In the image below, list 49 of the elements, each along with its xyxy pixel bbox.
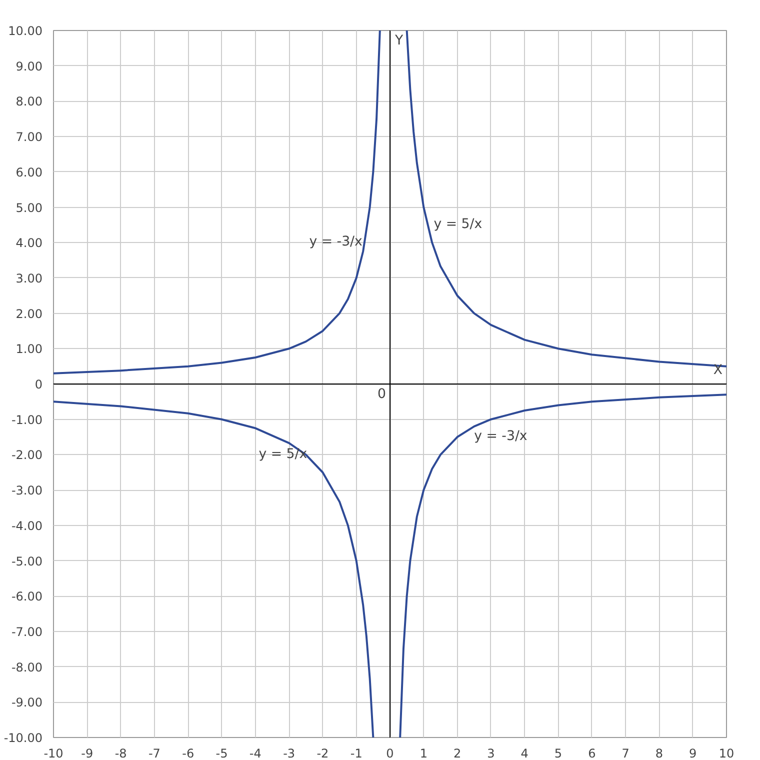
y-tick-label: -9.00	[11, 696, 43, 710]
annotation: y = -3/x	[474, 429, 528, 444]
y-tick-label: -10.00	[4, 731, 43, 745]
y-tick-label: -8.00	[11, 660, 43, 674]
x-tick-label: -9	[81, 746, 94, 760]
x-tick-label: 2	[453, 746, 462, 760]
annotation: y = 5/x	[258, 446, 308, 462]
y-tick-label: -1.00	[11, 412, 43, 427]
y-tick-label: -2.00	[11, 448, 43, 462]
y-axis-title: Y	[394, 34, 404, 48]
x-tick-label: 4	[520, 746, 528, 760]
y-tick-label: 6.00	[16, 165, 42, 180]
y-tick-label: 5.00	[16, 200, 42, 215]
annotation: 0	[378, 387, 386, 402]
y-tick-label: 4.00	[16, 236, 42, 250]
y-tick-label: -7.00	[11, 624, 43, 639]
x-tick-label: -7	[148, 746, 160, 760]
x-tick-label: -2	[316, 746, 329, 760]
x-tick-label: 10	[718, 746, 734, 760]
x-tick-label: -6	[182, 746, 194, 760]
y-tick-label: 10.00	[8, 24, 43, 38]
x-tick-label: 7	[622, 746, 630, 760]
x-tick-label: -3	[283, 746, 296, 760]
x-axis-title: X	[713, 363, 723, 378]
y-tick-label: -6.00	[11, 590, 43, 604]
x-tick-label: 8	[655, 746, 664, 760]
y-tick-label: -3.00	[11, 484, 43, 498]
y-tick-label: -5.00	[11, 554, 43, 568]
x-tick-label: -4	[249, 746, 262, 760]
x-tick-label: -8	[114, 746, 127, 760]
x-tick-label: 0	[386, 746, 394, 760]
x-tick-label: 6	[588, 746, 596, 760]
y-tick-label: 0	[34, 378, 43, 392]
y-tick-label: -4.00	[11, 518, 43, 533]
x-tick-label: 3	[487, 746, 495, 760]
x-tick-label: 5	[554, 746, 562, 760]
x-tick-label: -10	[44, 746, 64, 760]
y-tick-label: 8.00	[16, 94, 42, 109]
annotation: y = 5/x	[434, 216, 482, 232]
x-tick-label: -5	[216, 746, 228, 760]
y-tick-label: 7.00	[16, 130, 42, 144]
y-tick-label: 3.00	[16, 271, 42, 286]
y-tick-label: 9.00	[16, 59, 42, 74]
y-tick-label: 2.00	[16, 306, 42, 321]
annotation: y = -3/x	[309, 234, 363, 250]
x-tick-label: 1	[420, 746, 428, 760]
y-tick-label: 1.00	[16, 342, 42, 356]
x-tick-label: -1	[350, 746, 362, 760]
x-tick-label: 9	[689, 746, 697, 760]
